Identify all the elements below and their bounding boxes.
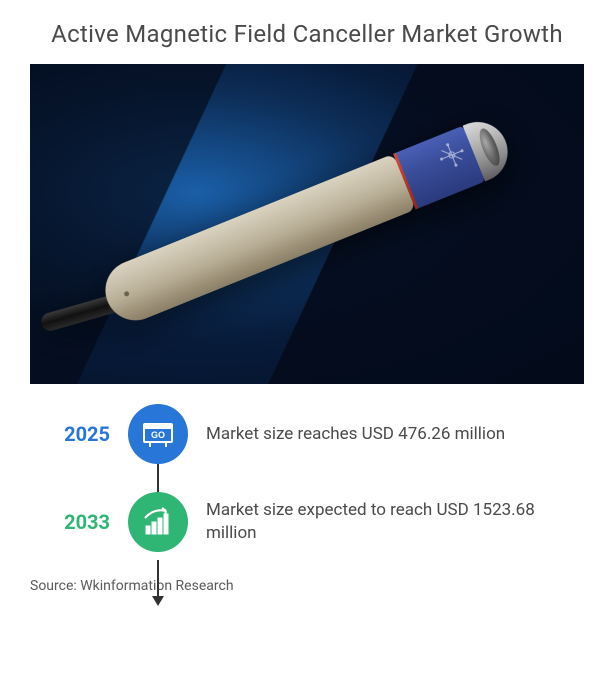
- growth-chart-icon: [128, 492, 188, 552]
- source-attribution: Source: Wkinformation Research: [30, 578, 584, 594]
- device-illustration: [96, 113, 517, 330]
- timeline-item: 2025 GO Market size reaches USD 476.26 m…: [50, 404, 584, 464]
- timeline-year: 2025: [50, 422, 110, 446]
- timeline-arrowhead: [152, 596, 164, 606]
- timeline-connector: [157, 560, 159, 596]
- svg-text:GO: GO: [151, 430, 165, 440]
- device-label-diagram-icon: [432, 135, 471, 174]
- timeline-item: 2033 Market size expected to reach USD 1…: [50, 492, 584, 552]
- timeline-year: 2033: [50, 510, 110, 534]
- go-icon: GO: [128, 404, 188, 464]
- hero-image: [30, 64, 584, 384]
- timeline-description: Market size reaches USD 476.26 million: [206, 423, 505, 446]
- device-barrel: [96, 154, 415, 330]
- timeline: 2025 GO Market size reaches USD 476.26 m…: [30, 404, 584, 552]
- page-title: Active Magnetic Field Canceller Market G…: [30, 20, 584, 48]
- timeline-description: Market size expected to reach USD 1523.6…: [206, 499, 546, 545]
